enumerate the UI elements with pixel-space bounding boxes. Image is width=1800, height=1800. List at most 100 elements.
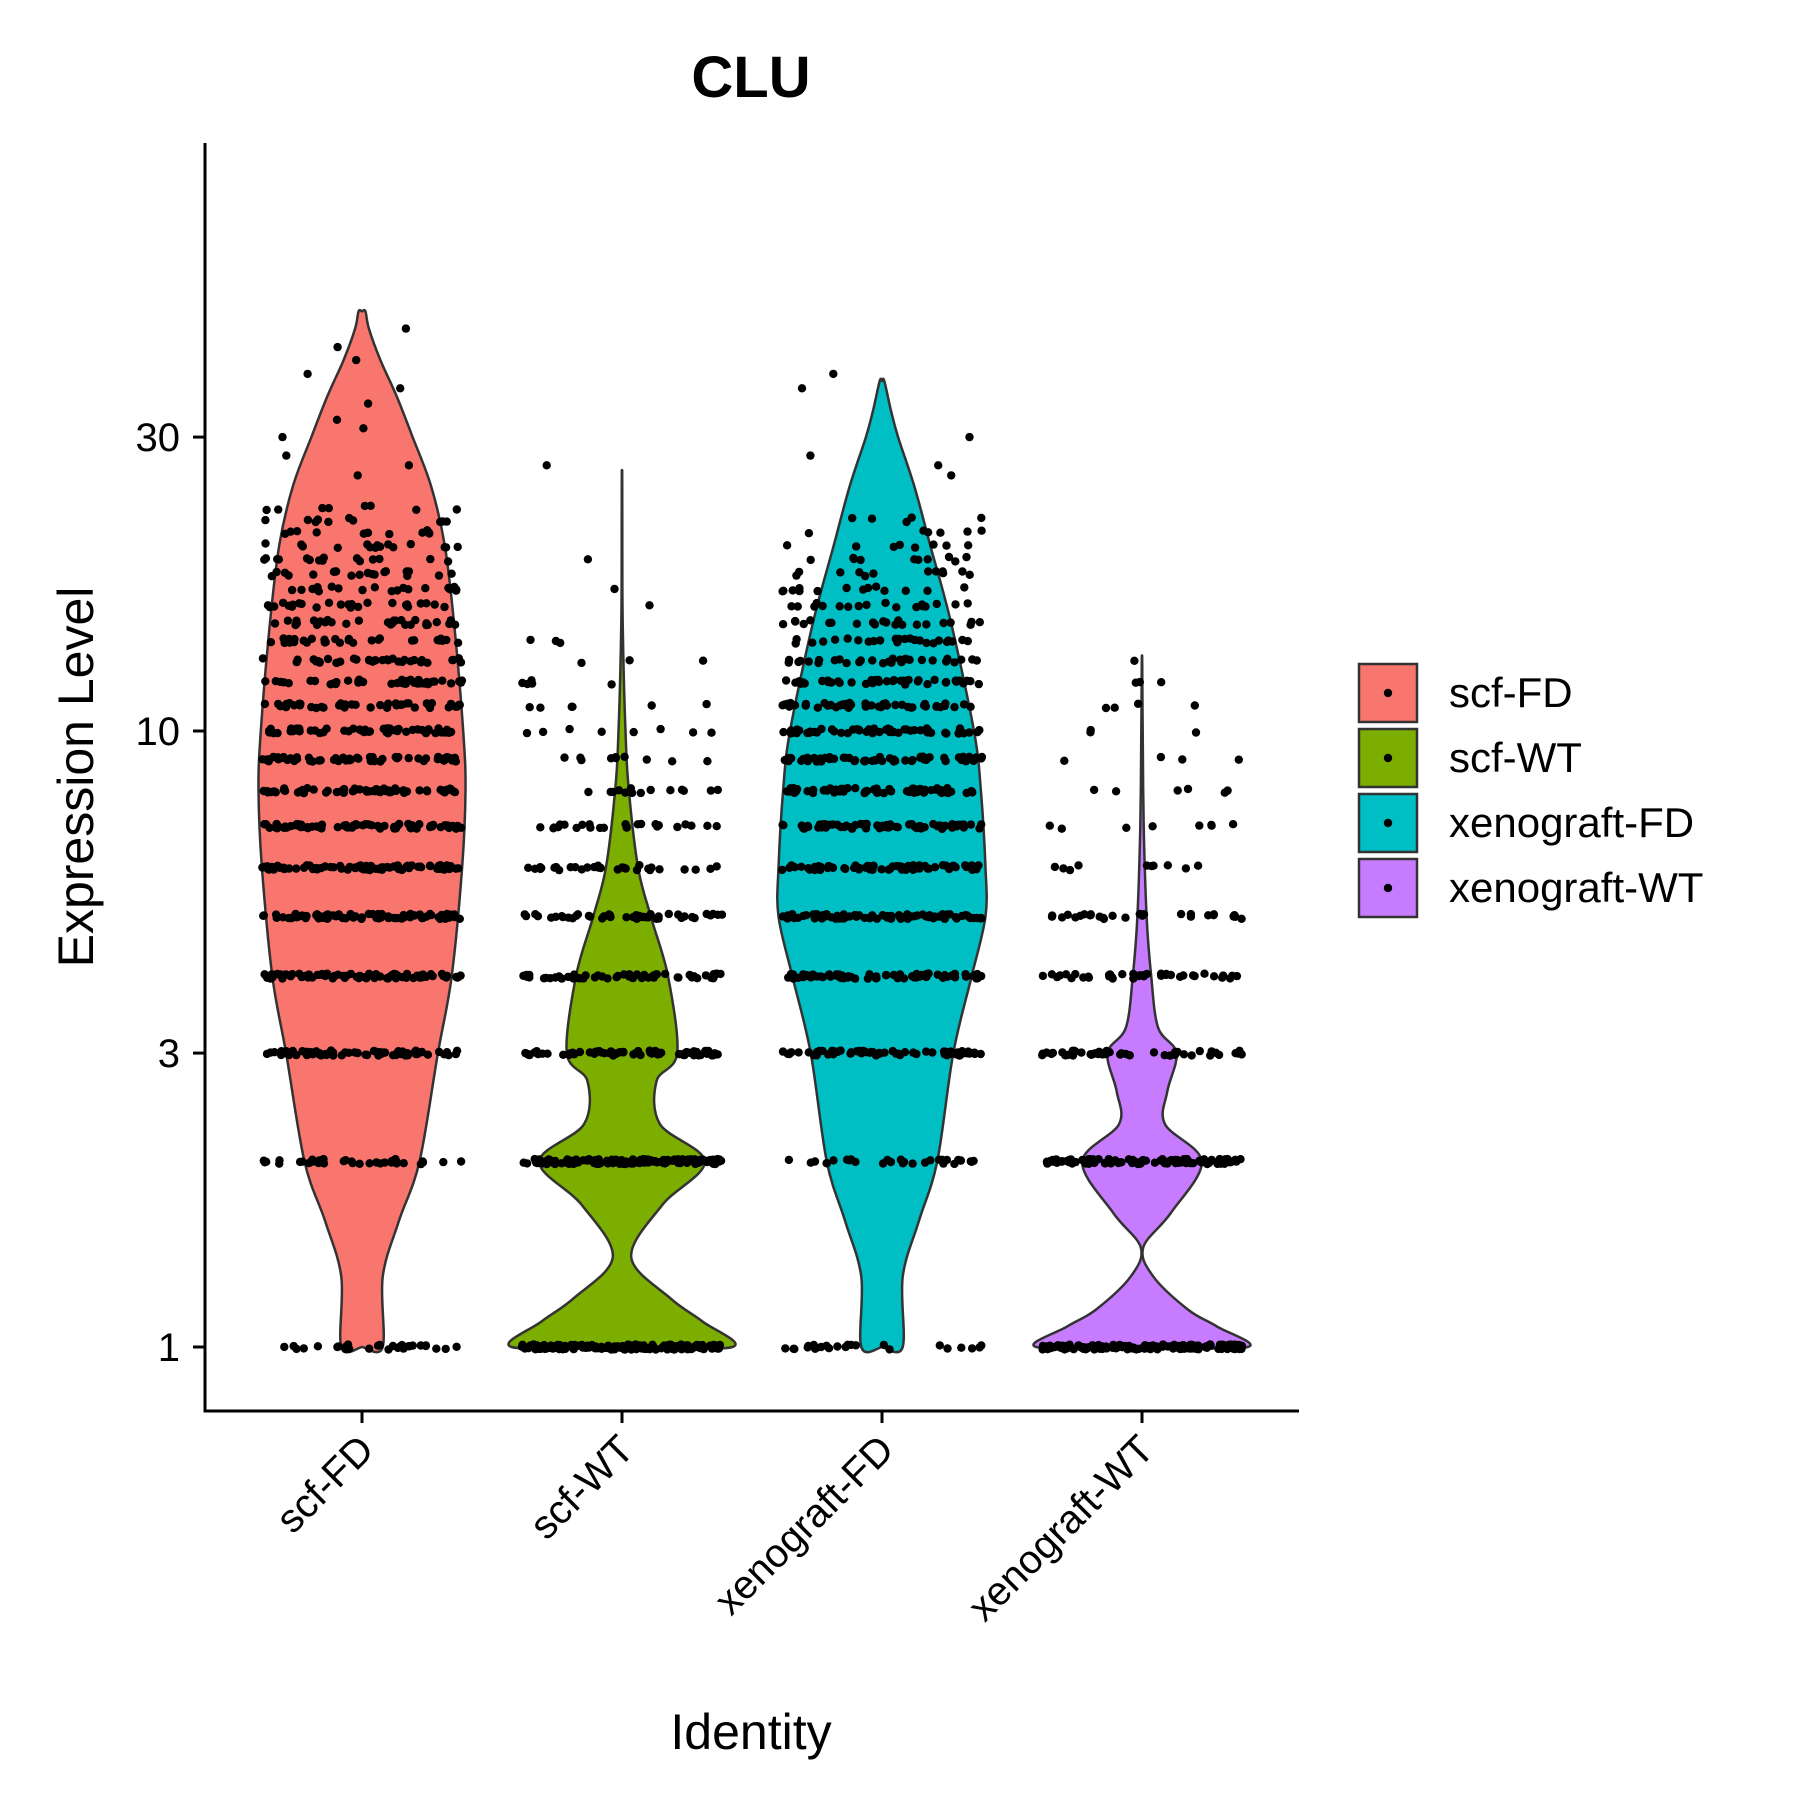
data-point <box>375 787 385 797</box>
data-point <box>364 655 374 665</box>
data-point <box>370 583 379 592</box>
data-point <box>315 1050 324 1059</box>
data-point <box>387 679 396 688</box>
data-point <box>647 701 656 710</box>
data-point <box>606 912 615 922</box>
data-point <box>536 823 545 832</box>
data-point <box>804 657 813 666</box>
data-point <box>653 1048 662 1057</box>
data-point <box>840 822 849 832</box>
data-point <box>851 1157 860 1167</box>
data-point <box>1199 1155 1209 1164</box>
data-point <box>880 1048 889 1057</box>
data-point <box>825 820 834 829</box>
data-point <box>676 1157 685 1167</box>
data-point <box>787 754 796 763</box>
data-point <box>384 656 393 665</box>
data-point <box>590 1156 600 1165</box>
data-point <box>791 617 800 626</box>
data-point <box>879 617 888 626</box>
data-point <box>865 865 875 874</box>
data-point <box>375 634 384 643</box>
data-point <box>363 528 373 537</box>
data-point <box>896 1155 906 1164</box>
data-point <box>551 636 561 646</box>
data-point <box>310 676 320 686</box>
data-point <box>888 676 898 686</box>
data-point <box>637 973 646 983</box>
data-point <box>404 753 413 763</box>
data-point <box>334 584 343 593</box>
data-point <box>266 638 276 647</box>
legend: scf-FD scf-WT xenograft-FD xenograft-WT <box>1357 662 1703 919</box>
data-point <box>363 399 373 408</box>
data-point <box>309 785 318 794</box>
data-point <box>1105 972 1114 981</box>
data-point <box>316 756 325 765</box>
data-point <box>789 974 798 983</box>
data-point <box>377 1049 386 1058</box>
data-point <box>883 1155 892 1165</box>
data-point <box>702 909 711 919</box>
data-point <box>617 1343 626 1352</box>
data-point <box>359 865 368 874</box>
data-point <box>275 1156 284 1165</box>
data-point <box>555 1345 564 1354</box>
data-point <box>829 369 838 379</box>
data-point <box>964 862 974 871</box>
data-point <box>856 819 865 829</box>
data-point <box>784 1155 794 1165</box>
data-point <box>1194 1342 1203 1351</box>
data-point <box>963 636 972 646</box>
data-point <box>421 1341 430 1351</box>
data-point <box>375 824 385 833</box>
data-point <box>554 865 564 875</box>
data-point <box>442 517 451 526</box>
data-point <box>324 598 334 607</box>
data-point <box>437 728 446 737</box>
data-point <box>398 1047 407 1056</box>
data-point <box>453 638 463 647</box>
data-point <box>336 657 345 666</box>
data-point <box>1187 1051 1196 1060</box>
data-point <box>682 1047 691 1057</box>
data-point <box>643 1155 652 1164</box>
data-point <box>882 970 891 980</box>
data-point <box>881 699 890 708</box>
data-point <box>674 1049 684 1059</box>
data-point <box>1224 1340 1233 1350</box>
data-point <box>303 369 312 379</box>
data-point <box>976 913 986 923</box>
data-point <box>1158 1340 1168 1349</box>
data-point <box>575 974 585 983</box>
data-point <box>273 753 283 762</box>
data-point <box>670 1155 679 1164</box>
data-point <box>451 864 461 873</box>
data-point <box>607 680 616 689</box>
data-point <box>348 1158 357 1168</box>
data-point <box>688 912 697 922</box>
data-point <box>645 1046 654 1055</box>
data-point <box>1038 1051 1047 1060</box>
data-point <box>895 540 904 550</box>
legend-dot <box>1383 883 1393 893</box>
data-point <box>901 756 910 765</box>
data-point <box>915 972 925 981</box>
data-point <box>393 861 402 870</box>
data-point <box>924 726 933 735</box>
data-point <box>860 913 869 923</box>
data-point <box>522 728 532 738</box>
data-point <box>965 432 974 442</box>
data-point <box>861 699 870 708</box>
data-point <box>1099 914 1109 924</box>
data-point <box>891 620 900 629</box>
data-point <box>288 1046 297 1056</box>
data-point <box>929 540 938 549</box>
data-point <box>377 911 386 921</box>
data-point <box>260 819 270 829</box>
data-point <box>864 637 873 646</box>
data-point <box>623 1343 632 1352</box>
data-point <box>824 678 833 687</box>
data-point <box>906 726 915 735</box>
